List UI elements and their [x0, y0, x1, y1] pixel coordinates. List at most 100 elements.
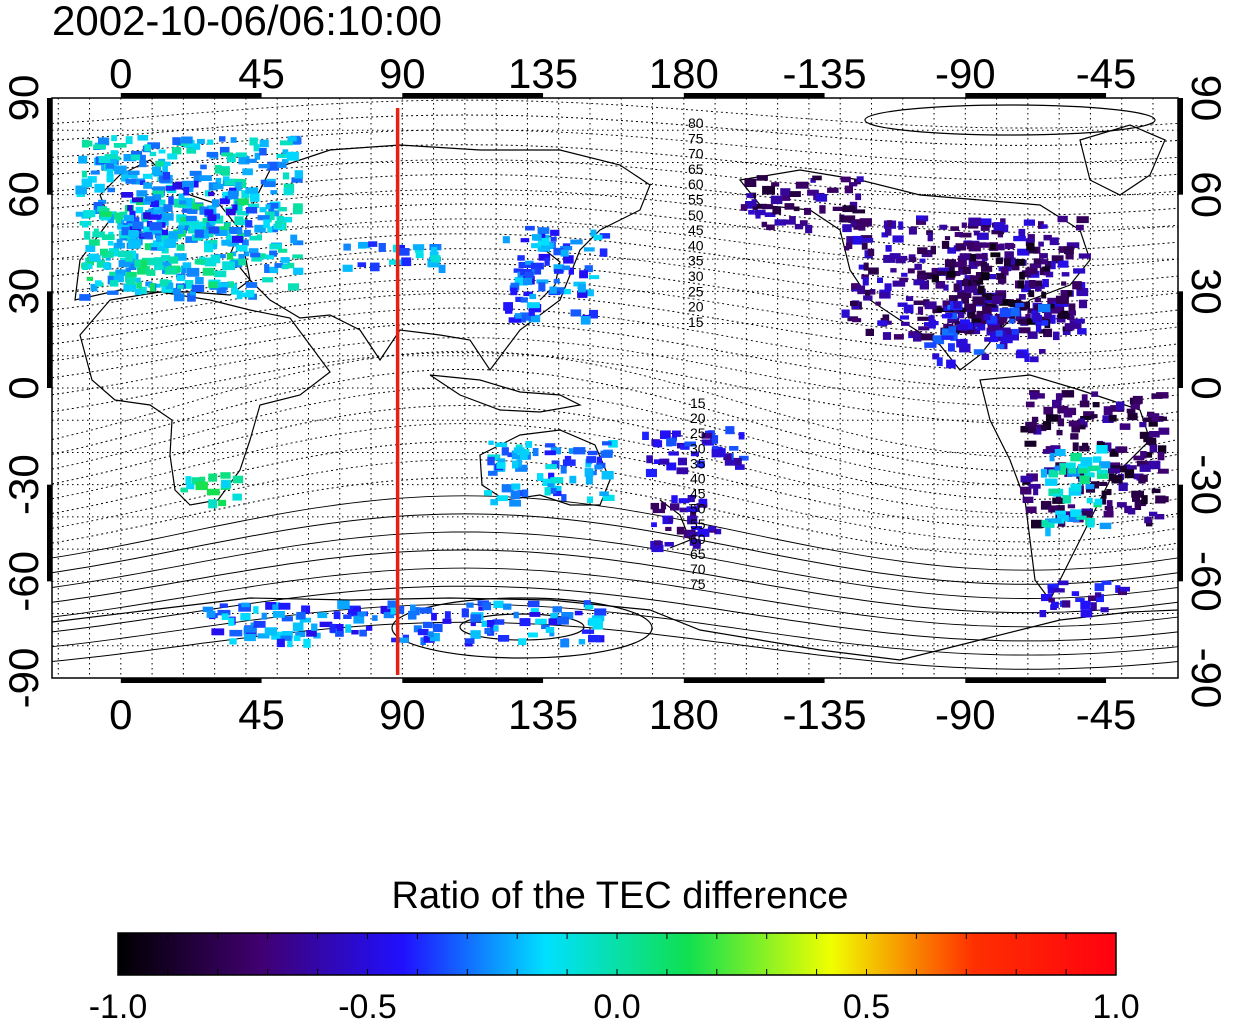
tec-patch — [370, 262, 380, 272]
tec-patch — [653, 440, 663, 448]
tec-patch — [470, 630, 481, 639]
tec-patch — [1139, 464, 1151, 472]
tec-patch — [1116, 465, 1127, 473]
tec-patch — [1078, 299, 1088, 309]
tec-patch — [1119, 586, 1130, 592]
tec-patch — [1052, 256, 1061, 262]
lat-label-right: 0 — [1183, 376, 1230, 399]
tec-patch — [98, 156, 111, 163]
tec-patch — [999, 243, 1005, 251]
tec-patch — [128, 263, 137, 270]
tec-patch — [568, 448, 575, 454]
tec-patch — [981, 265, 993, 272]
contour-label: 70 — [688, 146, 704, 162]
tec-patch — [525, 225, 535, 231]
tec-patch — [748, 209, 755, 215]
tec-patch — [236, 211, 248, 216]
tec-patch — [885, 320, 892, 325]
tec-patch — [1051, 488, 1060, 494]
colorbar-tick-label: -0.5 — [338, 988, 397, 1024]
tec-patch — [525, 260, 534, 265]
contour-line — [52, 567, 1178, 628]
tec-patch — [444, 611, 451, 619]
tec-patch — [877, 320, 888, 326]
tec-patch — [962, 266, 971, 275]
tec-patch — [1004, 251, 1014, 260]
lon-label-bottom: 0 — [109, 691, 132, 738]
tec-patch — [159, 279, 169, 287]
tec-patch — [1100, 607, 1109, 613]
tec-patch — [959, 343, 971, 353]
tec-patch — [281, 616, 293, 622]
tec-patch — [495, 442, 508, 447]
tec-patch — [1034, 258, 1044, 264]
tec-patch — [678, 498, 690, 504]
latitude-tick-labels: 90 90 60 60 30 30 0 0 -30 -30 -60 -60 -90 -90 — [0, 75, 1230, 709]
tec-patch — [149, 282, 156, 292]
tec-patch — [1119, 423, 1131, 430]
tec-patch — [849, 182, 858, 187]
tec-patch — [423, 635, 435, 643]
lon-band-top — [402, 93, 544, 98]
tec-patch — [897, 302, 908, 307]
tec-patch — [1002, 224, 1009, 233]
contour-label: 20 — [688, 299, 704, 315]
tec-patch — [1040, 500, 1052, 510]
tec-patch — [1099, 481, 1108, 486]
contour-line — [52, 307, 1178, 372]
tec-patch — [95, 280, 102, 286]
tec-patch — [550, 447, 562, 455]
tec-patch — [948, 266, 955, 272]
tec-patch — [125, 136, 133, 145]
contour-line — [52, 248, 1178, 303]
tec-patch — [1000, 218, 1006, 225]
tec-patch — [1106, 508, 1114, 515]
tec-patch — [920, 333, 934, 341]
tec-patch — [520, 238, 530, 243]
contour-line — [52, 322, 1178, 390]
tec-patch — [956, 339, 968, 348]
tec-patch — [161, 233, 172, 242]
tec-patch — [461, 608, 469, 618]
tec-patch — [1075, 224, 1084, 231]
tec-patch — [107, 211, 117, 217]
tec-patch — [858, 264, 867, 270]
tec-patch — [696, 460, 705, 468]
tec-patch — [553, 264, 565, 273]
tec-patch — [1157, 445, 1167, 454]
tec-patch — [552, 287, 565, 295]
tec-patch — [1078, 463, 1091, 473]
tec-patch — [182, 224, 190, 231]
tec-patch — [654, 540, 661, 546]
tec-patch — [121, 227, 131, 236]
tec-patch — [974, 322, 982, 327]
tec-patch — [1094, 583, 1105, 592]
contour-label: 45 — [688, 222, 704, 238]
tec-patch — [1054, 465, 1061, 471]
tec-patch — [1054, 449, 1066, 456]
lat-label-left: 90 — [0, 75, 47, 122]
tec-patch — [83, 140, 93, 147]
north-pole-contour — [864, 104, 1156, 136]
tec-patch — [229, 638, 237, 645]
tec-patch — [163, 204, 173, 212]
tec-patch — [538, 253, 551, 261]
contour-line — [52, 549, 1178, 614]
tec-patch — [1000, 336, 1011, 344]
tec-patch — [1041, 224, 1048, 229]
tec-patch — [115, 269, 126, 277]
tec-patch — [1080, 609, 1093, 618]
contour-label: 15 — [690, 395, 706, 411]
tec-patch — [240, 613, 251, 621]
coast-europe — [74, 159, 251, 301]
tec-patch — [538, 282, 546, 292]
tec-patch — [1123, 464, 1131, 469]
tec-patch — [1130, 403, 1140, 410]
contour-label: 60 — [688, 176, 704, 192]
tec-patch — [795, 181, 809, 189]
tec-patch — [1144, 516, 1152, 524]
tec-patch — [1047, 297, 1061, 305]
lon-band-bottom — [965, 678, 1107, 683]
tec-patch — [282, 149, 289, 154]
tec-patch — [280, 635, 292, 641]
